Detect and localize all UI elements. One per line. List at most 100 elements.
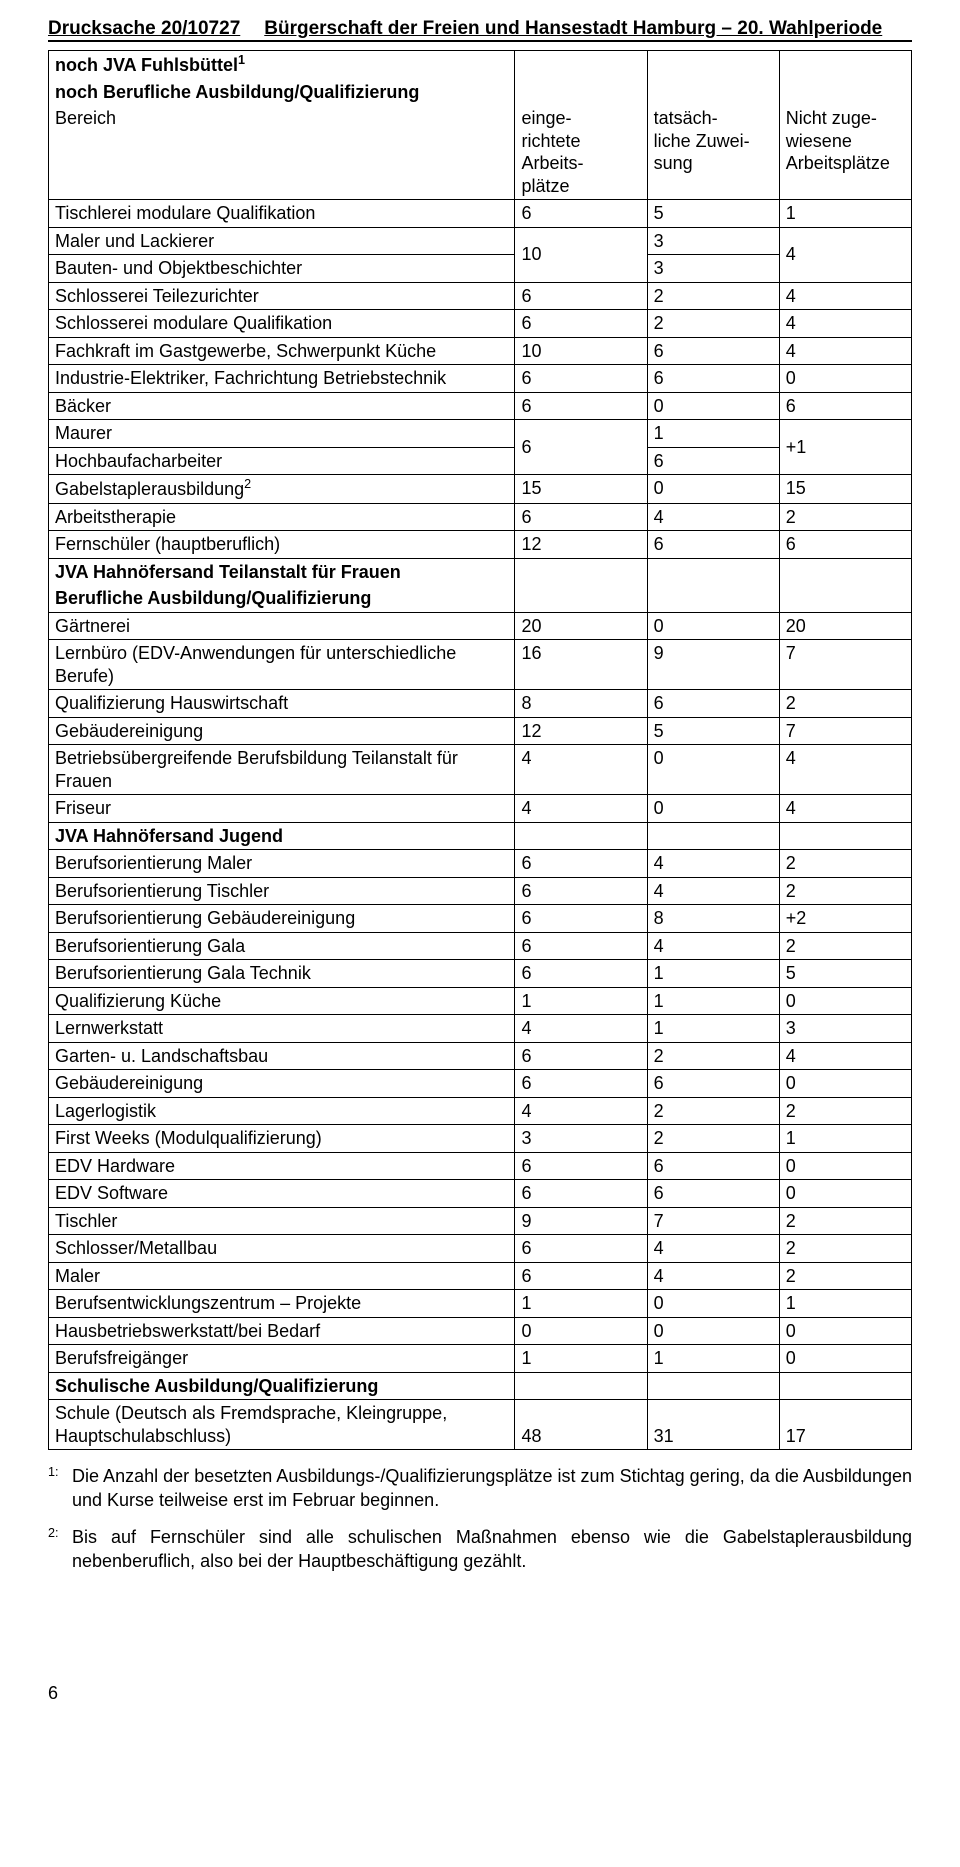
cell: 4 [779, 337, 911, 365]
cell: +2 [779, 905, 911, 933]
cell: 6 [647, 337, 779, 365]
row-label: Betriebsübergreifende Berufsbildung Teil… [49, 745, 515, 795]
row-label: Gebäudereinigung [49, 717, 515, 745]
empty [515, 585, 647, 612]
cell: 6 [515, 905, 647, 933]
cell: 5 [647, 200, 779, 228]
fn1-marker-text: 1: [48, 1465, 59, 1479]
empty [647, 79, 779, 106]
row-label: Maler [49, 1262, 515, 1290]
section1a-text: noch JVA Fuhlsbüttel [55, 55, 238, 75]
cell: 1 [515, 1345, 647, 1373]
cell: 6 [515, 503, 647, 531]
cell: 8 [515, 690, 647, 718]
row-label: Industrie-Elektriker, Fachrichtung Betri… [49, 365, 515, 393]
cell: 0 [647, 795, 779, 823]
row-label: Gebäudereinigung [49, 1070, 515, 1098]
row-label: Bauten- und Objektbeschichter [49, 255, 515, 283]
cell: 20 [515, 612, 647, 640]
cell: 10 [515, 227, 647, 282]
footnote-text: Die Anzahl der besetzten Ausbildungs-/Qu… [72, 1464, 912, 1513]
cell: 6 [647, 1180, 779, 1208]
cell: 2 [647, 1097, 779, 1125]
cell: 9 [647, 640, 779, 690]
cell: 20 [779, 612, 911, 640]
cell: 6 [515, 1152, 647, 1180]
cell: 1 [515, 1290, 647, 1318]
footnote-marker: 1: [48, 1464, 72, 1513]
section1a-sup: 1 [238, 53, 245, 67]
cell: 0 [779, 1152, 911, 1180]
cell: 0 [779, 1070, 911, 1098]
section2-title-a: JVA Hahnöfersand Teilanstalt für Frauen [49, 558, 515, 585]
cell: 0 [515, 1317, 647, 1345]
cell: 6 [647, 365, 779, 393]
cell: 17 [779, 1400, 911, 1450]
cell: 2 [647, 1125, 779, 1153]
cell: 2 [779, 877, 911, 905]
cell: 2 [647, 282, 779, 310]
row-label: Schlosser/Metallbau [49, 1235, 515, 1263]
cell: 12 [515, 717, 647, 745]
row-label: Maler und Lackierer [49, 227, 515, 255]
cell: 6 [515, 850, 647, 878]
row-label: Berufsorientierung Gebäudereinigung [49, 905, 515, 933]
cell: 6 [515, 365, 647, 393]
cell: 7 [647, 1207, 779, 1235]
row-label: EDV Software [49, 1180, 515, 1208]
row-label: Schule (Deutsch als Fremdsprache, Kleing… [49, 1400, 515, 1450]
row-label: Berufsfreigänger [49, 1345, 515, 1373]
row-label: Lernwerkstatt [49, 1015, 515, 1043]
row-label: Schlosserei Teilezurichter [49, 282, 515, 310]
row-label: Berufsorientierung Tischler [49, 877, 515, 905]
section1-title-a: noch JVA Fuhlsbüttel1 [49, 51, 515, 79]
row-label: Qualifizierung Hauswirtschaft [49, 690, 515, 718]
cell: 4 [779, 282, 911, 310]
empty [779, 79, 911, 106]
cell: 6 [647, 1070, 779, 1098]
cell: 1 [647, 420, 779, 448]
empty [779, 1372, 911, 1400]
row-label: Maurer [49, 420, 515, 448]
row-label: Berufsentwicklungszentrum – Projekte [49, 1290, 515, 1318]
cell: 5 [779, 960, 911, 988]
empty [515, 1372, 647, 1400]
cell: 2 [779, 1097, 911, 1125]
cell: 4 [647, 1262, 779, 1290]
page-header: Drucksache 20/10727 Bürgerschaft der Fre… [48, 18, 912, 42]
cell: 6 [515, 960, 647, 988]
row-sup: 2 [244, 477, 251, 491]
section3-title: JVA Hahnöfersand Jugend [49, 822, 515, 850]
page-number: 6 [48, 1683, 912, 1704]
cell: 2 [779, 503, 911, 531]
section4-title: Schulische Ausbildung/Qualifizierung [49, 1372, 515, 1400]
row-label: Berufsorientierung Gala Technik [49, 960, 515, 988]
row-label: Tischler [49, 1207, 515, 1235]
empty [779, 558, 911, 585]
cell: 6 [515, 1180, 647, 1208]
cell: +1 [779, 420, 911, 475]
cell: 4 [779, 795, 911, 823]
cell: 7 [779, 640, 911, 690]
cell: 5 [647, 717, 779, 745]
row-label: Tischlerei modulare Qualifikation [49, 200, 515, 228]
cell: 6 [515, 1235, 647, 1263]
section2-title-b: Berufliche Ausbildung/Qualifizierung [49, 585, 515, 612]
empty [515, 822, 647, 850]
main-table: noch JVA Fuhlsbüttel1 noch Berufliche Au… [48, 50, 912, 1450]
empty [647, 585, 779, 612]
col2-header: einge- richtete Arbeits- plätze [515, 105, 647, 200]
empty [647, 1372, 779, 1400]
cell: 0 [647, 475, 779, 504]
cell: 4 [647, 932, 779, 960]
footnote-marker: 2: [48, 1525, 72, 1574]
header-left: Drucksache 20/10727 [48, 18, 240, 40]
cell: 0 [779, 1180, 911, 1208]
cell: 10 [515, 337, 647, 365]
cell: 1 [515, 987, 647, 1015]
cell: 6 [647, 531, 779, 559]
cell: 4 [515, 745, 647, 795]
row-label: Berufsorientierung Maler [49, 850, 515, 878]
row-label: EDV Hardware [49, 1152, 515, 1180]
cell: 1 [647, 960, 779, 988]
